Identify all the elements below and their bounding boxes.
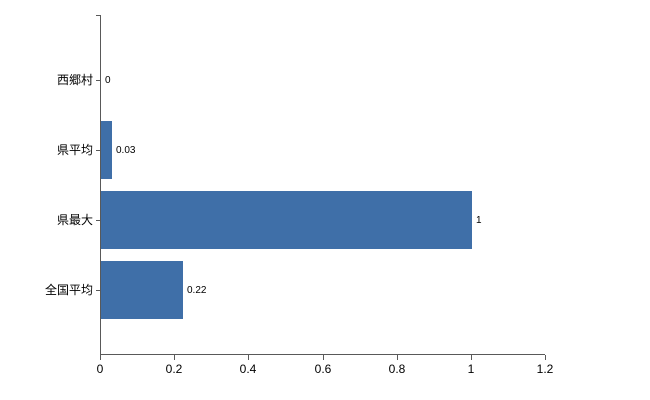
y-axis-label-3: 全国平均 — [44, 283, 93, 297]
x-tick-label-1: 0.2 — [165, 362, 183, 376]
x-tick-2 — [248, 355, 249, 360]
x-tick-5 — [471, 355, 472, 360]
bar-3 — [101, 261, 183, 319]
x-tick-label-0: 0 — [96, 362, 104, 376]
y-tick-3 — [96, 290, 101, 291]
y-axis-top-tick — [96, 15, 101, 16]
x-tick-4 — [397, 355, 398, 360]
x-tick-1 — [174, 355, 175, 360]
value-label-0: 0 — [105, 75, 111, 86]
y-tick-0 — [96, 80, 101, 81]
bar-2 — [101, 191, 472, 249]
x-tick-3 — [323, 355, 324, 360]
x-tick-label-2: 0.4 — [239, 362, 257, 376]
y-axis-label-0: 西郷村 — [56, 73, 93, 87]
bar-1 — [101, 121, 112, 179]
y-tick-2 — [96, 220, 101, 221]
y-tick-1 — [96, 150, 101, 151]
value-label-3: 0.22 — [187, 285, 207, 296]
x-tick-6 — [545, 355, 546, 360]
value-label-1: 0.03 — [116, 145, 136, 156]
x-tick-label-3: 0.6 — [314, 362, 332, 376]
y-axis-label-1: 県平均 — [56, 143, 93, 157]
x-tick-0 — [100, 355, 101, 360]
y-axis-label-2: 県最大 — [56, 213, 93, 227]
value-label-2: 1 — [476, 215, 482, 226]
x-tick-label-6: 1.2 — [536, 362, 554, 376]
x-tick-label-5: 1 — [467, 362, 475, 376]
x-tick-label-4: 0.8 — [388, 362, 406, 376]
plot-area — [100, 15, 545, 355]
